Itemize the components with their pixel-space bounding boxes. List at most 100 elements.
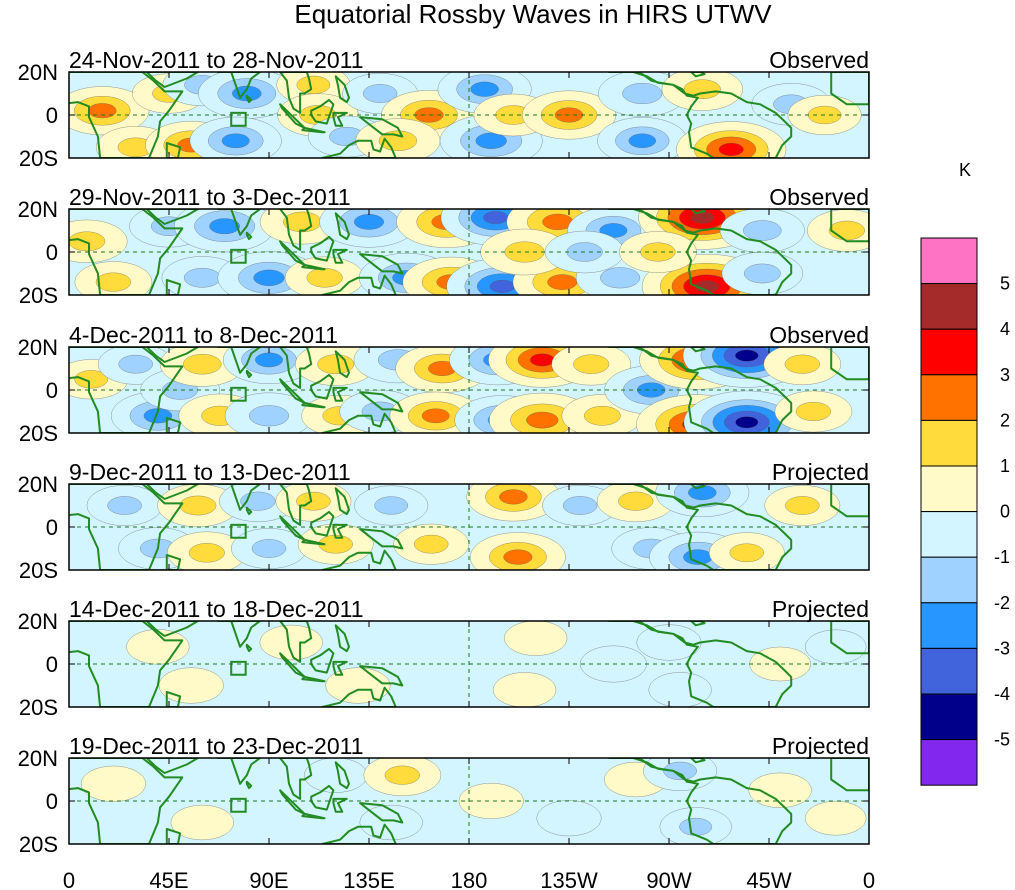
region-box [230,660,247,676]
x-axis: 0 45E 90E 135E 180 135W 90W 45W 0 [63,868,875,890]
y-tick-label: 20N [18,335,58,360]
anomaly-cell [655,484,750,517]
colorbar-swatch [920,374,978,421]
region-box [230,523,247,539]
anomaly-cell [259,624,323,661]
coastlines [69,484,869,570]
colorbar-swatch [920,283,978,330]
anomaly-cell [284,256,365,295]
coastlines [69,209,869,295]
panel-period: 19-Dec-2011 to 23-Dec-2011 [69,733,364,759]
anomaly-cell [648,672,712,707]
y-tick-label: 20N [18,60,58,85]
panel-period: 24-Nov-2011 to 28-Nov-2011 [69,47,364,73]
panel-label: Projected [772,733,869,759]
anomaly-cell [551,347,631,386]
colorbar-swatch [920,556,978,604]
anomaly-cell [363,758,442,796]
anomaly-cell [393,523,470,565]
y-tick-label: 20S [19,283,58,308]
anomaly-cell [719,209,805,253]
colorbar-units: K [959,160,971,180]
region-box [230,248,247,264]
panel-2: 20N 0 20S 29-Nov-2011 to 3-Dec-2011 Observed [18,184,870,308]
panels-group: 20N 0 20S 24-Nov-2011 to 28-Nov-2011 Observe… [18,47,870,857]
anomaly-cell [661,72,743,111]
anomaly-cell [355,118,441,158]
chart-title: Equatorial Rossby Waves in HIRS UTWV [294,0,772,29]
colorbar-swatch [920,511,978,558]
anomaly-field [80,758,867,844]
anomaly-cell [158,667,224,704]
anomaly-cell [597,117,688,158]
panel-6: 20N 0 20S 19-Dec-2011 to 23-Dec-2011 Project… [18,733,870,857]
anomaly-cell [69,219,128,263]
panel-5: 20N 0 20S 14-Dec-2011 to 18-Dec-2011 Project… [18,596,870,720]
anomaly-cell [223,347,315,384]
panel-period: 9-Dec-2011 to 13-Dec-2011 [69,459,351,485]
y-tick-label: 0 [46,652,58,677]
colorbar-swatch [920,419,978,467]
y-tick-label: 20N [18,197,58,222]
colorbar-swatch [920,328,978,376]
panel-label: Observed [769,47,869,73]
panel-label: Projected [772,596,869,622]
region-box [230,386,247,402]
panel-label: Projected [772,459,869,485]
anomaly-cell [480,228,569,276]
anomaly-cell [458,783,524,819]
anomaly-cell [80,765,146,802]
y-tick-label: 0 [46,378,58,403]
anomaly-field [126,621,867,707]
region-box [230,797,247,813]
anomaly-field [69,347,853,433]
x-tick-label: 45W [746,868,791,890]
anomaly-cell [74,261,153,295]
anomaly-cell [748,772,812,808]
anomaly-cell [676,121,787,158]
colorbar-tick-label: -2 [994,593,1010,613]
x-tick-label: 135E [343,868,394,890]
y-tick-label: 20N [18,472,58,497]
y-tick-label: 20S [19,832,58,857]
colorbar-tick-label: 3 [1000,365,1010,385]
panel-4: 20N 0 20S 9-Dec-2011 to 13-Dec-2011 Projecte… [18,459,870,583]
anomaly-cell [470,532,566,570]
anomaly-cell [807,209,869,252]
colorbar-tick-label: -5 [994,730,1010,750]
anomaly-cell [167,531,247,570]
anomaly-cell [189,116,282,158]
colorbar-tick-label: 1 [1000,456,1010,476]
coastlines [69,621,869,707]
anomaly-cell [86,485,163,526]
colorbar: 5 4 3 2 1 0 -1 -2 -3 -4 -5 [920,237,1010,786]
anomaly-cell [619,231,697,273]
coastlines [69,347,869,433]
colorbar-swatch [920,739,978,786]
anomaly-cell [359,804,423,841]
region-box [230,111,247,127]
colorbar-swatch [920,237,978,285]
x-tick-label: 45E [149,868,188,890]
anomaly-cell [643,758,718,791]
coastlines [69,758,869,844]
anomaly-cell [466,484,561,522]
y-tick-label: 20S [19,558,58,583]
y-tick-label: 0 [46,789,58,814]
colorbar-tick-label: -4 [994,684,1010,704]
x-tick-label: 135W [540,868,598,890]
anomaly-cell [504,621,568,656]
colorbar-swatch [920,465,978,513]
y-tick-label: 20S [19,421,58,446]
y-tick-label: 20S [19,146,58,171]
colorbar-tick-label: 0 [1000,502,1010,522]
colorbar-swatch [920,602,978,649]
x-tick-label: 0 [863,868,875,890]
colorbar-tick-label: -3 [994,638,1010,658]
y-tick-label: 0 [46,515,58,540]
anomaly-cell [764,485,841,526]
y-tick-label: 0 [46,240,58,265]
anomaly-cell [354,485,429,526]
anomaly-cell [231,528,307,569]
